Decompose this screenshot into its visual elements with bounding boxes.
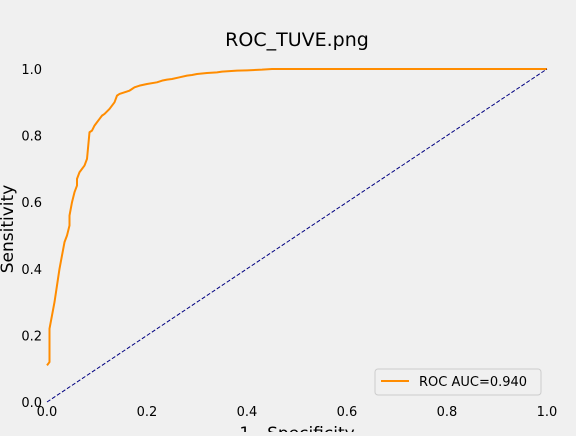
x-tick-label: 0.8 — [437, 405, 458, 420]
y-tick-label: 0.8 — [21, 130, 42, 145]
axis-ticks: 0.0 0.2 0.4 0.6 0.8 1.0 0.0 0.2 0.4 0.6 0.8 1.0 — [21, 63, 557, 420]
y-tick-label: 0.0 — [21, 396, 42, 411]
x-axis-label: 1 - Specificity — [239, 424, 354, 432]
reference-diagonal-line — [46, 68, 548, 403]
x-tick-label: 1.0 — [537, 405, 558, 420]
legend-box — [374, 368, 542, 396]
x-tick-label: 0.0 — [37, 405, 58, 420]
y-tick-label: 0.2 — [21, 329, 42, 344]
y-tick-label: 0.6 — [21, 196, 42, 211]
y-tick-label: 1.0 — [21, 63, 42, 78]
legend: ROC AUC=0.940 — [374, 368, 542, 396]
roc-curve-line — [46, 68, 547, 366]
legend-label: ROC AUC=0.940 — [419, 375, 527, 390]
x-tick-label: 0.6 — [337, 405, 358, 420]
plot-area — [46, 68, 548, 403]
y-tick-label: 0.4 — [21, 263, 42, 278]
chart-title: ROC_TUVE.png — [225, 29, 369, 51]
x-tick-label: 0.4 — [237, 405, 258, 420]
y-axis-label: Sensitivity — [0, 185, 18, 274]
x-tick-label: 0.2 — [137, 405, 158, 420]
